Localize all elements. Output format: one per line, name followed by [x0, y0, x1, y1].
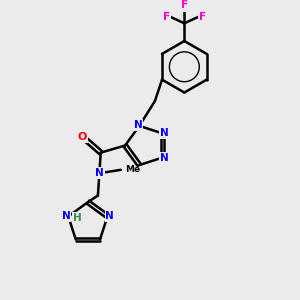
Text: N: N: [160, 128, 169, 138]
Text: F: F: [181, 0, 188, 10]
Text: N: N: [61, 212, 70, 221]
Text: F: F: [163, 12, 170, 22]
Text: N: N: [160, 153, 169, 163]
Text: N: N: [134, 120, 142, 130]
Text: Me: Me: [125, 165, 140, 174]
Text: F: F: [199, 12, 206, 22]
Text: O: O: [78, 133, 87, 142]
Text: H: H: [73, 213, 82, 223]
Text: N: N: [95, 168, 104, 178]
Text: N: N: [105, 212, 114, 221]
